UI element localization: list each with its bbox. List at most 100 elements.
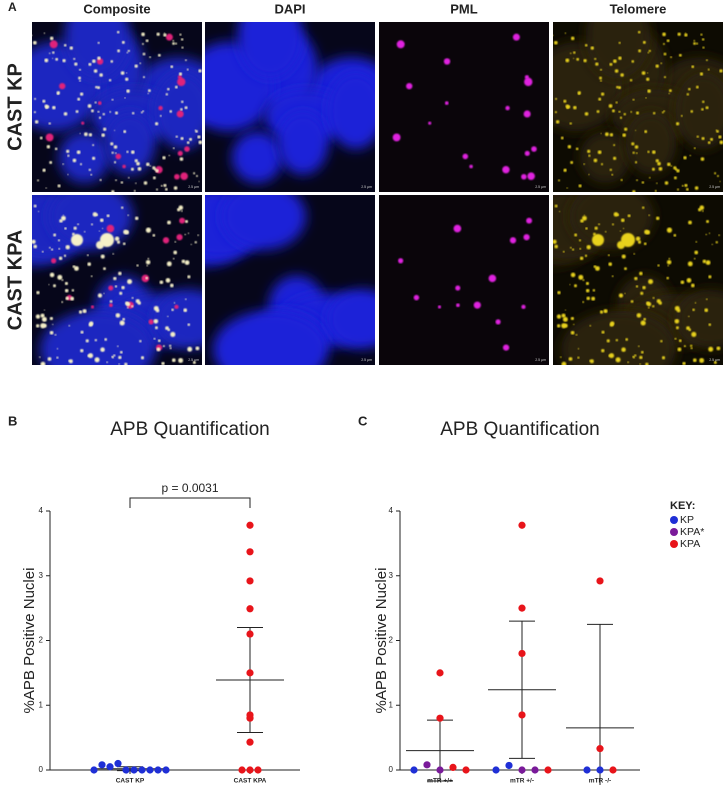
telomere-dot (54, 147, 58, 151)
telomere-dot (80, 348, 84, 353)
telomere-dot (663, 110, 666, 113)
telomere-dot (607, 254, 610, 257)
telomere-dot (163, 33, 167, 37)
telomere-dot (73, 57, 76, 60)
telomere-dot (79, 132, 81, 135)
telomere-dot (615, 357, 621, 363)
telomere-dot (111, 98, 114, 101)
telomere-dot (627, 214, 631, 218)
nucleus (231, 131, 283, 184)
chart-title: APB Quantification (110, 419, 269, 440)
data-point (246, 548, 254, 556)
telomere-dot (705, 260, 711, 265)
telomere-dot (42, 323, 47, 328)
telomere-dot (589, 359, 592, 362)
telomere-dot (59, 219, 63, 223)
telomere-dot (693, 257, 696, 260)
telomere-dot (97, 41, 100, 44)
telomere-dot (704, 308, 709, 313)
telomere-dot (134, 64, 138, 68)
telomere-dot (645, 97, 647, 99)
telomere-dot (719, 180, 721, 183)
telomere-dot (711, 243, 713, 246)
telomere-dot (103, 127, 107, 131)
telomere-dot (32, 34, 33, 36)
telomere-dot (45, 187, 47, 189)
telomere-dot (636, 313, 642, 318)
scale-bar: 2.5 µm (709, 358, 720, 362)
telomere-dot (690, 110, 694, 113)
telomere-dot (719, 140, 723, 145)
telomere-dot (110, 142, 114, 146)
pml-dot (455, 285, 461, 291)
telomere-dot (561, 361, 567, 365)
nucleus (326, 289, 375, 349)
telomere-dot (640, 291, 644, 295)
telomere-dot (112, 253, 115, 255)
telomere-dot (82, 309, 87, 314)
y-tick-label: 0 (389, 765, 394, 774)
telomere-dot (58, 256, 63, 261)
telomere-dot (622, 227, 625, 230)
pml-dot (179, 217, 186, 224)
telomere-dot (140, 111, 143, 114)
telomere-dot (43, 32, 46, 34)
telomere-dot (622, 133, 626, 137)
micrograph: 2.5 µm (205, 22, 375, 192)
haze (585, 22, 651, 79)
telomere-dot (48, 284, 50, 286)
haze (569, 195, 655, 250)
telomere-dot (195, 174, 198, 177)
telomere-dot (54, 334, 57, 336)
column-title: Composite (83, 1, 150, 16)
telomere-dot (173, 250, 178, 255)
telomere-dot (631, 142, 635, 146)
telomere-dot (79, 92, 84, 96)
p-value: p = 0.0031 (161, 481, 218, 495)
telomere-dot (87, 262, 92, 266)
telomere-dot (40, 361, 46, 365)
data-point (462, 766, 470, 774)
pml-dot (495, 319, 501, 325)
telomere-dot (678, 53, 682, 57)
telomere-dot (635, 152, 638, 154)
telomere-dot (168, 154, 171, 157)
data-point (246, 738, 254, 746)
legend-label: KPA* (680, 526, 704, 538)
telomere-dot (640, 350, 644, 354)
telomere-dot (88, 168, 92, 172)
pml-dot (180, 172, 188, 180)
telomere-dot (178, 72, 183, 76)
telomere-dot (124, 97, 126, 99)
telomere-dot (705, 233, 708, 236)
telomere-dot (667, 162, 671, 167)
legend-title: KEY: (670, 500, 695, 512)
telomere-dot (97, 110, 100, 113)
telomere-dot (692, 308, 695, 312)
data-point (518, 604, 526, 612)
telomere-dot (123, 130, 127, 134)
telomere-dot (180, 38, 184, 41)
telomere-dot (618, 86, 622, 90)
telomere-dot (666, 227, 673, 233)
telomere-dot (673, 233, 677, 237)
telomere-dot (181, 210, 183, 212)
telomere-dot (654, 189, 657, 192)
telomere-dot (696, 42, 699, 45)
telomere-dot (77, 223, 80, 226)
telomere-dot (33, 40, 37, 45)
telomere-dot (646, 72, 649, 74)
telomere-dot (560, 136, 564, 140)
telomere-dot (667, 264, 670, 267)
telomere-dot (55, 57, 59, 61)
telomere-dot (616, 85, 619, 89)
telomere-dot (666, 276, 669, 280)
telomere-dot (663, 52, 667, 56)
telomere-dot (134, 216, 139, 221)
telomere-dot (651, 167, 655, 171)
telomere-dot (100, 254, 105, 259)
telomere-dot (566, 187, 568, 189)
telomere-dot (668, 92, 670, 95)
telomere-dot (565, 58, 570, 63)
telomere-dot (92, 144, 95, 147)
